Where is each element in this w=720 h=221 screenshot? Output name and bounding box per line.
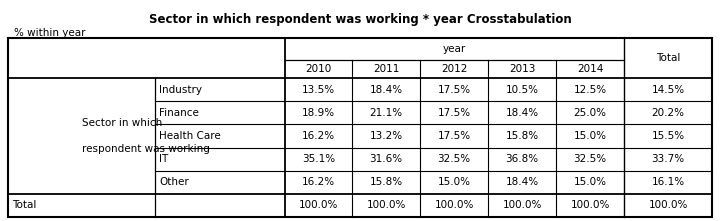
Text: 2010: 2010 — [305, 64, 332, 74]
Text: year: year — [443, 44, 466, 54]
Text: 36.8%: 36.8% — [505, 154, 539, 164]
Text: 10.5%: 10.5% — [505, 85, 539, 95]
Text: 15.8%: 15.8% — [505, 131, 539, 141]
Text: 100.0%: 100.0% — [434, 200, 474, 210]
Text: 33.7%: 33.7% — [652, 154, 685, 164]
Text: Total: Total — [12, 200, 37, 210]
Text: 15.8%: 15.8% — [369, 177, 402, 187]
Text: 15.0%: 15.0% — [438, 177, 470, 187]
Text: 17.5%: 17.5% — [438, 131, 471, 141]
Text: 32.5%: 32.5% — [573, 154, 606, 164]
Text: % within year: % within year — [14, 28, 86, 38]
Text: Finance: Finance — [159, 108, 199, 118]
Text: Sector in which: Sector in which — [81, 118, 162, 128]
Text: Industry: Industry — [159, 85, 202, 95]
Text: 2011: 2011 — [373, 64, 399, 74]
Text: 100.0%: 100.0% — [299, 200, 338, 210]
Text: 18.4%: 18.4% — [505, 108, 539, 118]
Text: 15.0%: 15.0% — [574, 131, 606, 141]
Text: 20.2%: 20.2% — [652, 108, 685, 118]
Text: 100.0%: 100.0% — [503, 200, 541, 210]
Text: 100.0%: 100.0% — [570, 200, 610, 210]
Text: 2013: 2013 — [509, 64, 535, 74]
Bar — [8, 38, 712, 217]
Text: 16.2%: 16.2% — [302, 131, 335, 141]
Text: 35.1%: 35.1% — [302, 154, 335, 164]
Text: Sector in which respondent was working * year Crosstabulation: Sector in which respondent was working *… — [148, 13, 572, 26]
Text: 18.4%: 18.4% — [369, 85, 402, 95]
Text: 18.4%: 18.4% — [505, 177, 539, 187]
Text: respondent was working: respondent was working — [81, 144, 210, 154]
Text: IT: IT — [159, 154, 168, 164]
Text: 15.0%: 15.0% — [574, 177, 606, 187]
Text: 16.2%: 16.2% — [302, 177, 335, 187]
Text: 2012: 2012 — [441, 64, 467, 74]
Text: 14.5%: 14.5% — [652, 85, 685, 95]
Text: 17.5%: 17.5% — [438, 85, 471, 95]
Text: 15.5%: 15.5% — [652, 131, 685, 141]
Text: 13.5%: 13.5% — [302, 85, 335, 95]
Text: Total: Total — [656, 53, 680, 63]
Text: 13.2%: 13.2% — [369, 131, 402, 141]
Text: 32.5%: 32.5% — [438, 154, 471, 164]
Text: 31.6%: 31.6% — [369, 154, 402, 164]
Text: Other: Other — [159, 177, 189, 187]
Text: 12.5%: 12.5% — [573, 85, 606, 95]
Text: 17.5%: 17.5% — [438, 108, 471, 118]
Text: Health Care: Health Care — [159, 131, 221, 141]
Text: 100.0%: 100.0% — [366, 200, 405, 210]
Text: 18.9%: 18.9% — [302, 108, 335, 118]
Text: 2014: 2014 — [577, 64, 603, 74]
Text: 25.0%: 25.0% — [574, 108, 606, 118]
Text: 16.1%: 16.1% — [652, 177, 685, 187]
Text: 100.0%: 100.0% — [648, 200, 688, 210]
Text: 21.1%: 21.1% — [369, 108, 402, 118]
